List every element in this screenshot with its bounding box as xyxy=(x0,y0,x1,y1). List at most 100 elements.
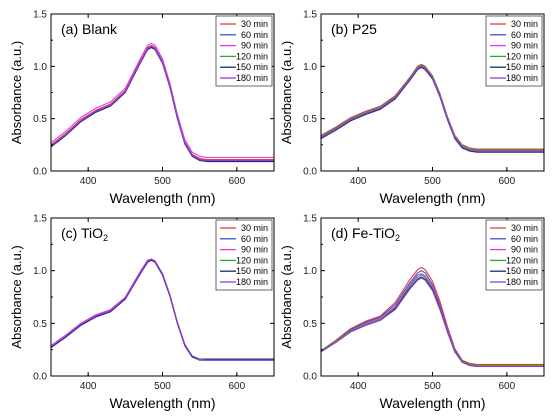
legend-label: 150 min xyxy=(236,62,268,72)
y-tick-label: 1.5 xyxy=(303,10,317,21)
legend-label: 90 min xyxy=(511,41,538,51)
legend-box xyxy=(485,15,543,87)
y-tick-label: 0.0 xyxy=(303,167,317,178)
x-tick-label: 500 xyxy=(154,176,171,187)
series-line-180-min xyxy=(321,65,544,152)
panel-name: TiO xyxy=(81,225,103,241)
y-tick-label: 0.5 xyxy=(33,114,47,125)
legend-label: 150 min xyxy=(236,266,268,276)
legend-label: 180 min xyxy=(236,277,268,287)
panel-title: (c) TiO2 xyxy=(61,225,108,243)
x-tick-label: 400 xyxy=(80,176,97,187)
x-axis-label: Wavelength (nm) xyxy=(379,395,485,411)
x-axis-label: Wavelength (nm) xyxy=(109,190,215,206)
legend-label: 30 min xyxy=(511,223,538,233)
panel-label: (a) xyxy=(61,21,82,37)
legend-label: 30 min xyxy=(241,19,268,29)
panel-label: (d) xyxy=(331,225,352,241)
legend-box xyxy=(215,15,273,87)
panel-name-subscript: 2 xyxy=(395,233,400,243)
x-tick-label: 400 xyxy=(80,381,97,392)
legend-label: 180 min xyxy=(506,277,538,287)
y-tick-label: 0.5 xyxy=(33,319,47,330)
legend-label: 60 min xyxy=(241,234,268,244)
series-group xyxy=(51,42,274,163)
series-group xyxy=(321,266,544,368)
x-tick-label: 600 xyxy=(498,176,515,187)
y-tick-label: 1.0 xyxy=(33,62,47,73)
panel-name: P25 xyxy=(352,21,377,37)
y-tick-label: 1.0 xyxy=(33,266,47,277)
y-axis-label: Absorbance (a.u.) xyxy=(279,41,294,144)
series-group xyxy=(51,258,274,361)
panel-title: (d) Fe-TiO2 xyxy=(331,225,400,243)
chart-panel-3: 0.0 0.5 1.0 1.5 400 500 600 Wavelength (nm) Abso… xyxy=(9,214,275,411)
panel-name-subscript: 2 xyxy=(103,233,108,243)
series-line-180-min xyxy=(51,258,274,361)
y-tick-label: 0.5 xyxy=(303,319,317,330)
legend-label: 180 min xyxy=(236,73,268,83)
series-line-30-min xyxy=(321,266,544,365)
legend-label: 150 min xyxy=(506,62,538,72)
x-tick-label: 500 xyxy=(424,176,441,187)
y-tick-label: 1.0 xyxy=(303,62,317,73)
y-tick-label: 0.5 xyxy=(303,114,317,125)
x-tick-label: 600 xyxy=(228,176,245,187)
chart-panel-1: 0.0 0.5 1.0 1.5 400 500 600 Wavelength (nm) Abso… xyxy=(9,10,275,206)
y-tick-label: 1.5 xyxy=(303,214,317,225)
legend-box xyxy=(485,219,543,291)
y-tick-label: 1.0 xyxy=(303,266,317,277)
x-tick-label: 500 xyxy=(154,381,171,392)
y-tick-label: 0.0 xyxy=(33,167,47,178)
legend-label: 150 min xyxy=(506,266,538,276)
legend-label: 60 min xyxy=(241,30,268,40)
panel-label: (b) xyxy=(331,21,352,37)
y-tick-label: 0.0 xyxy=(303,372,317,383)
x-axis-label: Wavelength (nm) xyxy=(379,190,485,206)
x-tick-label: 400 xyxy=(350,176,367,187)
legend-label: 90 min xyxy=(511,245,538,255)
series-line-180-min xyxy=(321,277,544,368)
panel-name: Blank xyxy=(82,21,118,37)
legend-label: 120 min xyxy=(236,255,268,265)
x-tick-label: 500 xyxy=(424,381,441,392)
chart-panel-2: 0.0 0.5 1.0 1.5 400 500 600 Wavelength (nm) Abso… xyxy=(279,10,545,206)
y-axis-label: Absorbance (a.u.) xyxy=(279,245,294,348)
y-axis-label: Absorbance (a.u.) xyxy=(9,41,24,144)
panel-name: Fe-TiO xyxy=(352,225,395,241)
series-line-90-min xyxy=(51,42,274,158)
y-axis-label: Absorbance (a.u.) xyxy=(9,245,24,348)
legend-label: 90 min xyxy=(241,41,268,51)
legend-label: 60 min xyxy=(511,30,538,40)
y-tick-label: 1.5 xyxy=(33,10,47,21)
series-line-120-min xyxy=(321,274,544,367)
x-tick-label: 600 xyxy=(498,381,515,392)
legend-label: 60 min xyxy=(511,234,538,244)
series-line-120-min xyxy=(321,64,544,151)
chart-panel-4: 0.0 0.5 1.0 1.5 400 500 600 Wavelength (nm) Abso… xyxy=(279,214,545,411)
legend-box xyxy=(215,219,273,291)
panel-label: (c) xyxy=(61,225,81,241)
series-line-180-min xyxy=(51,45,274,162)
x-tick-label: 400 xyxy=(350,381,367,392)
y-tick-label: 1.5 xyxy=(33,214,47,225)
panel-title: (b) P25 xyxy=(331,21,377,37)
series-line-30-min xyxy=(321,63,544,150)
legend-label: 30 min xyxy=(511,19,538,29)
y-tick-label: 0.0 xyxy=(33,372,47,383)
x-axis-label: Wavelength (nm) xyxy=(109,395,215,411)
legend-label: 120 min xyxy=(236,51,268,61)
legend-label: 180 min xyxy=(506,73,538,83)
legend-label: 120 min xyxy=(506,255,538,265)
legend-label: 90 min xyxy=(241,245,268,255)
panel-title: (a) Blank xyxy=(61,21,118,37)
legend-label: 30 min xyxy=(241,223,268,233)
x-tick-label: 600 xyxy=(228,381,245,392)
legend-label: 120 min xyxy=(506,51,538,61)
series-group xyxy=(321,63,544,153)
